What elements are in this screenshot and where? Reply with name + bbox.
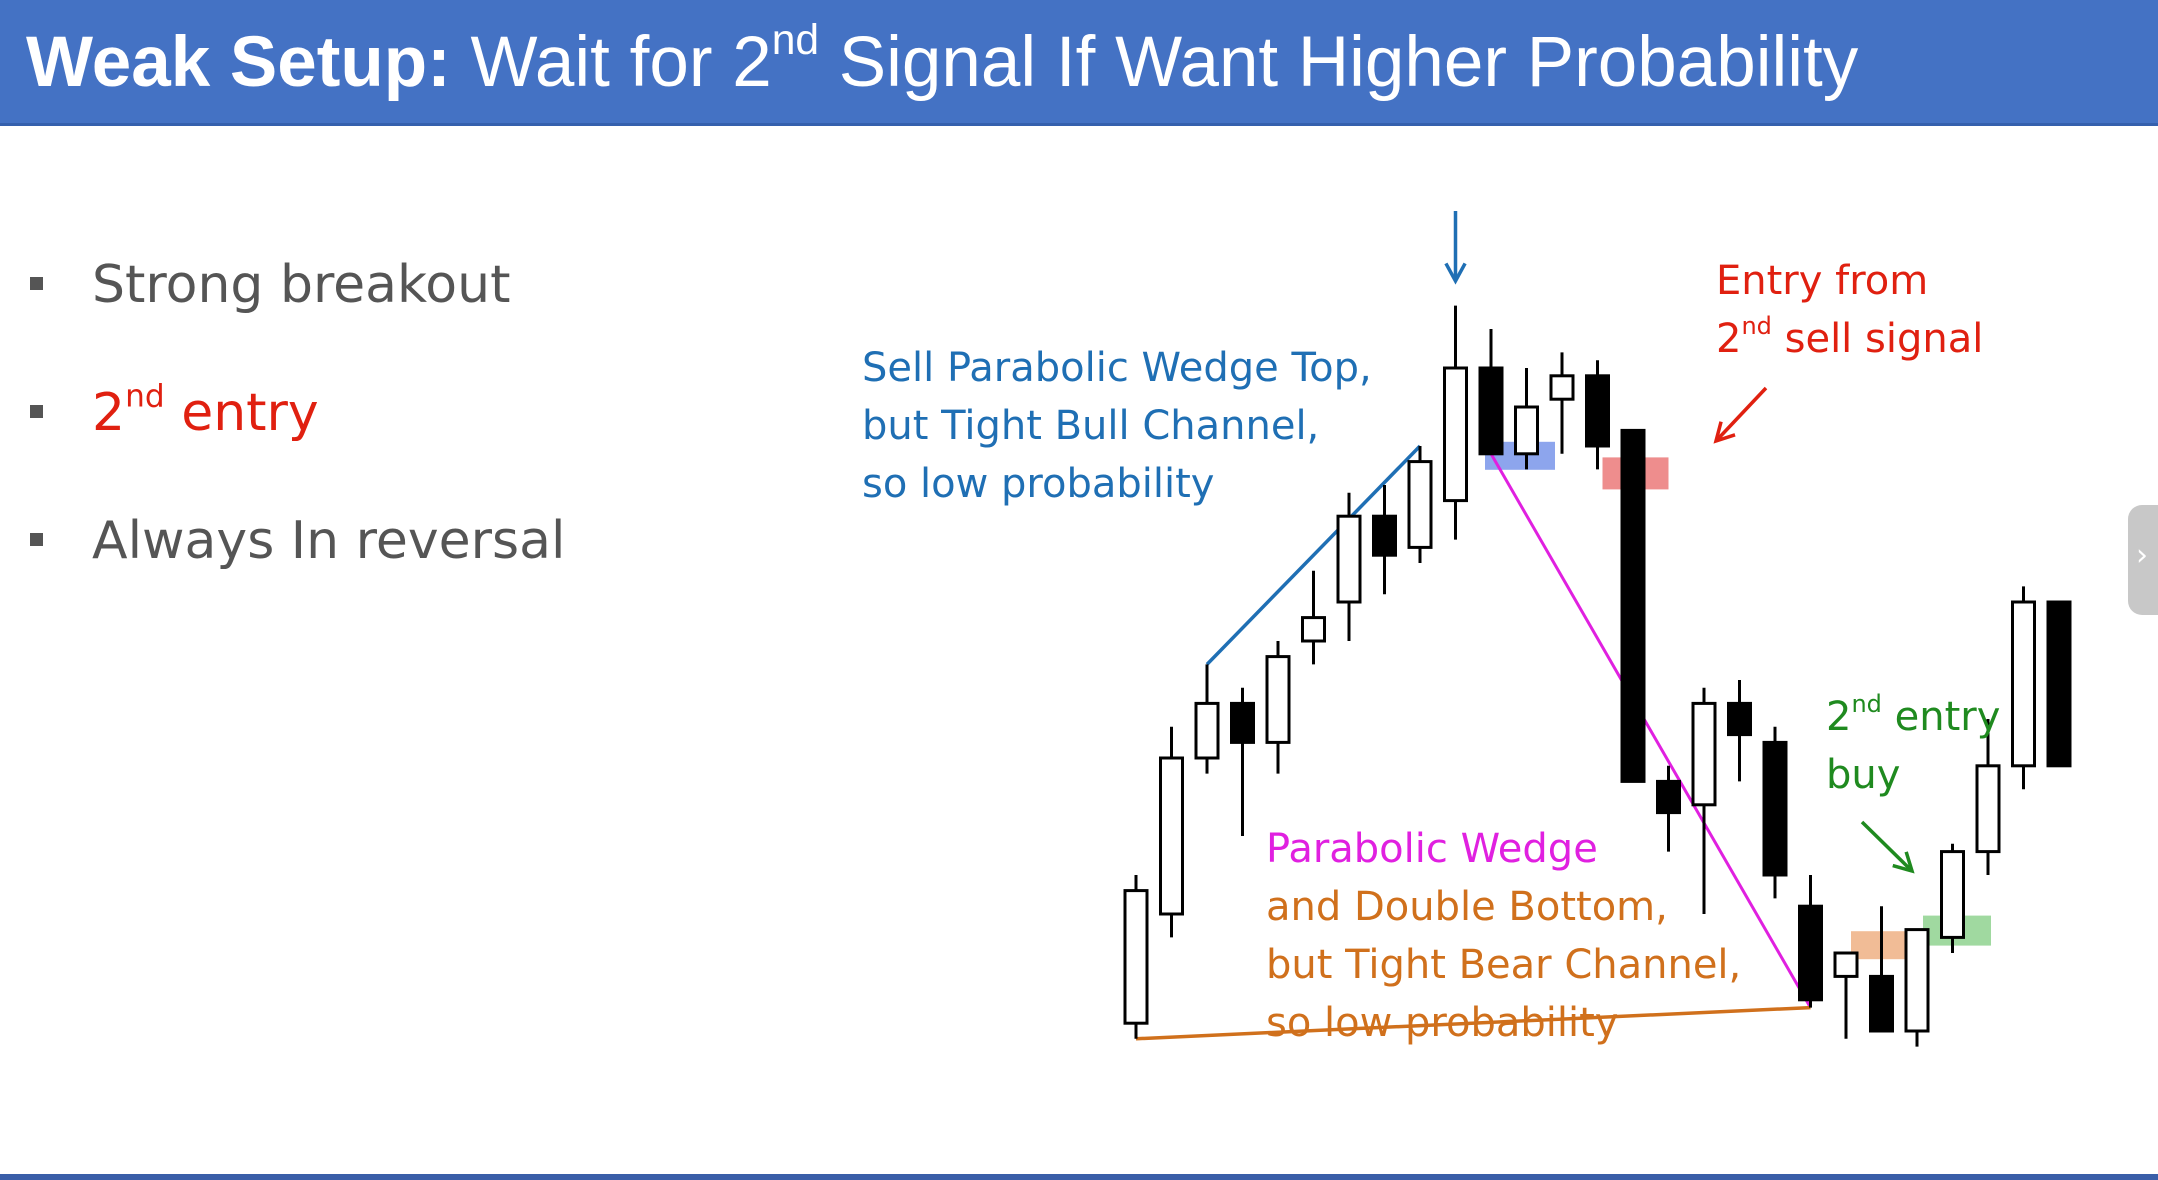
bear-channel-line — [1489, 453, 1812, 1009]
bullet-text: Always In reversal — [92, 506, 565, 576]
bull-channel-line — [1205, 444, 1422, 666]
title-bold: Weak Setup: — [26, 23, 451, 102]
bull-candle — [1159, 756, 1184, 916]
annotation-line: so low probability — [862, 461, 1215, 507]
annotation-line: buy — [1826, 752, 1901, 798]
bullet-text-sup: nd — [125, 378, 165, 415]
bull-candle — [1975, 764, 2001, 854]
bullet-item-always-in-reversal: Always In reversal — [30, 506, 730, 576]
bear-candle — [2046, 600, 2072, 768]
bull-candle — [1940, 850, 1965, 939]
annotation-sup: nd — [1851, 690, 1882, 718]
bullet-text: Strong breakout — [92, 250, 510, 320]
annotation-line: but Tight Bear Channel, — [1266, 942, 1742, 988]
bull-candle — [1407, 460, 1433, 549]
bull-candle — [1691, 701, 1717, 807]
side-panel-tab[interactable]: › — [2128, 505, 2158, 615]
top-signal-arrow-head — [1444, 262, 1467, 285]
annotation-line: so low probability — [1266, 1000, 1619, 1046]
bullet-item-2nd-entry: 2nd entry — [30, 378, 730, 448]
title-bar: Weak Setup: Wait for 2nd Signal If Want … — [0, 0, 2158, 126]
annotation-line: but Tight Bull Channel, — [862, 403, 1320, 449]
bullet-text: 2nd entry — [92, 378, 319, 448]
annotation-sell-wedge-top: Sell Parabolic Wedge Top, but Tight Bull… — [862, 339, 1372, 513]
bear-candle — [1585, 374, 1610, 448]
sell-signal-arrow-shaft — [1714, 386, 1768, 443]
bear-candle — [1372, 514, 1397, 557]
buy-signal-arrow-head — [1892, 851, 1915, 874]
annotation-2nd-entry-buy: 2nd entry buy — [1826, 688, 2000, 804]
bull-candle — [2011, 600, 2036, 768]
annotation-wedge-double-bottom: Parabolic Wedge and Double Bottom, but T… — [1266, 820, 1741, 1052]
bull-candle — [1123, 889, 1149, 1025]
bullet-marker — [30, 533, 43, 546]
annotation-text: 2 — [1826, 694, 1852, 740]
annotation-sup: nd — [1741, 312, 1772, 340]
bullet-text-main: 2 — [92, 383, 126, 443]
annotation-line: Entry from — [1716, 258, 1929, 304]
bear-candle — [1762, 740, 1788, 877]
bullet-item-strong-breakout: Strong breakout — [30, 250, 730, 320]
bull-candle — [1514, 405, 1539, 456]
bull-candle — [1336, 514, 1362, 604]
title-text-end: Signal If Want Higher Probability — [819, 23, 1859, 102]
buy-signal-arrow-shaft — [1860, 820, 1914, 873]
trendlines — [1135, 444, 1812, 1041]
annotation-line: Sell Parabolic Wedge Top, — [862, 345, 1372, 391]
bear-candle — [1656, 779, 1681, 815]
annotation-line: 2nd sell signal — [1716, 310, 1983, 368]
title-text: Wait for 2 — [450, 23, 772, 102]
bottom-rule — [0, 1174, 2158, 1180]
chevron-right-icon: › — [2136, 538, 2148, 573]
double-bottom-line — [1135, 1005, 1811, 1041]
bull-candle — [1265, 655, 1291, 744]
bullet-text-main: Strong breakout — [92, 255, 511, 315]
bear-candle — [1620, 428, 1646, 783]
candlestick-chart — [1123, 211, 2072, 1047]
bullet-text-end: entry — [164, 383, 319, 443]
bullet-marker — [30, 277, 43, 290]
title-sup: nd — [771, 16, 820, 65]
bullet-marker — [30, 405, 43, 418]
bear-candle — [1230, 701, 1255, 744]
annotation-line: 2nd entry — [1826, 688, 2000, 746]
bear-candle — [1869, 974, 1894, 1033]
bull-candle — [1443, 366, 1468, 503]
annotation-text: 2 — [1716, 316, 1742, 362]
slide-title: Weak Setup: Wait for 2nd Signal If Want … — [26, 19, 1859, 104]
bear-candle — [1798, 904, 1823, 1002]
bull-candle — [1833, 951, 1859, 978]
bull-candle — [1301, 616, 1326, 643]
arrows — [1444, 211, 1915, 874]
annotation-entry-2nd-sell: Entry from 2nd sell signal — [1716, 252, 1983, 368]
annotation-line: Parabolic Wedge — [1266, 826, 1598, 872]
annotation-text: sell signal — [1771, 316, 1984, 362]
bull-candle — [1194, 701, 1220, 760]
bull-candle — [1549, 374, 1575, 401]
annotation-line: and Double Bottom, — [1266, 884, 1668, 930]
bull-candle — [1904, 928, 1930, 1033]
bear-candle — [1478, 366, 1504, 456]
sell-signal-arrow-head — [1713, 421, 1736, 444]
bullet-text-main: Always In reversal — [92, 511, 566, 571]
annotation-text: entry — [1881, 694, 2001, 740]
candles — [1123, 305, 2072, 1047]
bear-candle — [1727, 701, 1752, 737]
